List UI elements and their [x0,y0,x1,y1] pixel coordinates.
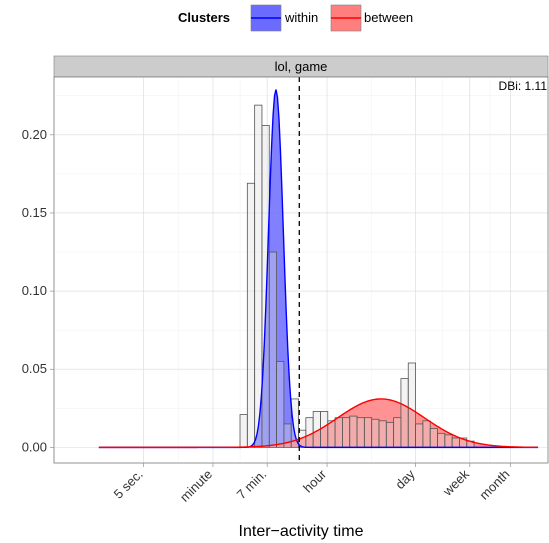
histogram-bar [290,398,299,448]
legend: Clusters within between [178,4,413,32]
x-tick-label: 5 sec. [111,467,146,502]
histogram-bar [342,417,351,448]
histogram-bar [371,418,380,448]
x-tick-label: week [439,466,472,499]
histogram-bar [305,417,314,448]
x-tick-label: day [392,466,418,492]
histogram-bar [261,125,270,448]
histogram-bar [246,182,256,448]
y-tick-label: 0.05 [22,361,47,376]
x-axis: 5 sec. minute 7 min. hour day week month [111,463,512,505]
dbi-annotation: DBi: 1.11 [499,79,548,93]
histogram-bar [400,378,409,448]
histogram-bar [327,420,336,448]
plot-panel-border [53,76,549,464]
histogram-bar [437,432,446,448]
facet-label: lol, game [275,59,328,74]
density-line-between [98,398,539,449]
histogram-bar [385,421,395,448]
histogram-bar [356,417,365,448]
histogram-bar [422,420,431,448]
y-tick-label: 0.10 [22,283,47,298]
x-axis-title: Inter−activity time [239,523,364,540]
histogram-bar [363,417,373,448]
histogram-bar [239,414,248,448]
histogram-bar [444,434,453,448]
histogram-bar [283,423,292,448]
histogram-bar [378,420,387,448]
histogram-bar [393,417,402,448]
legend-label-within: within [284,10,318,25]
legend-label-between: between [364,10,413,25]
y-axis: 0.00 0.05 0.10 0.15 0.20 [22,127,54,454]
legend-title: Clusters [178,10,230,25]
y-tick-label: 0.20 [22,127,47,142]
histogram-bar [415,423,424,448]
x-tick-label: minute [177,467,215,505]
histogram-bar [407,362,416,448]
y-tick-label: 0.00 [22,439,47,454]
x-tick-label: 7 min. [234,467,270,503]
histogram-bar [276,361,285,448]
histogram-bars [239,104,475,448]
x-tick-label: month [476,467,512,503]
plot-panel [53,76,549,464]
histogram-bar [429,428,438,448]
x-tick-label: hour [300,466,329,495]
histogram-bar [334,417,343,448]
y-tick-label: 0.15 [22,205,47,220]
density-lines [98,89,539,449]
density-areas [98,89,539,448]
density-area-between [98,398,539,448]
histogram-bar [268,251,277,448]
histogram-bar [320,411,329,448]
histogram-bar [349,415,358,448]
histogram-bar [451,437,460,448]
